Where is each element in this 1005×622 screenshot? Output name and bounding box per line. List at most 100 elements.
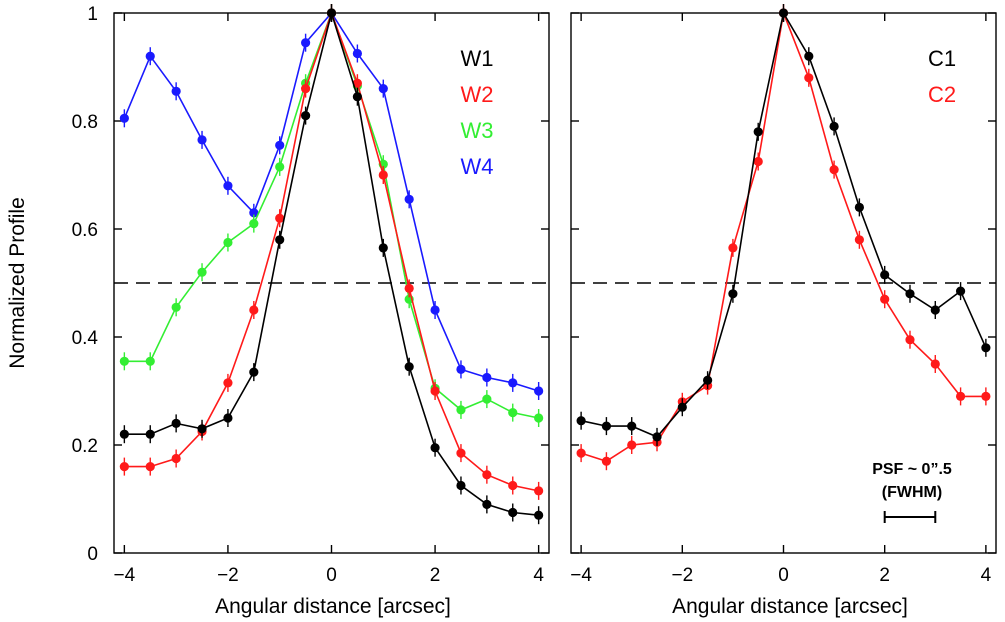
- series-C1: [576, 4, 991, 446]
- data-point: [955, 391, 966, 401]
- legend-entry: W4: [461, 154, 494, 179]
- data-point: [119, 429, 129, 439]
- data-point: [301, 38, 311, 48]
- data-point: [301, 111, 311, 121]
- data-point: [430, 305, 440, 315]
- legend-entry: W1: [461, 46, 494, 71]
- y-tick-label: 0.4: [72, 328, 99, 349]
- series-line: [124, 10, 539, 419]
- data-point: [482, 470, 492, 480]
- data-point: [171, 453, 181, 464]
- data-point: [753, 127, 763, 137]
- data-point: [145, 429, 155, 439]
- x-tick-label: −4: [570, 565, 592, 586]
- y-axis-label: Normalized Profile: [6, 197, 29, 369]
- x-tick-label: 0: [326, 565, 337, 586]
- x-tick-label: 4: [533, 565, 544, 586]
- data-point: [223, 181, 233, 191]
- data-point: [482, 372, 492, 383]
- right-panel: −4 −2 0 2 4 C1 C2 PSF ~ 0”.5 (FWHM): [570, 4, 997, 586]
- data-point: [601, 456, 612, 466]
- data-point: [456, 448, 466, 458]
- data-point: [576, 448, 586, 458]
- data-point: [601, 421, 612, 431]
- data-point: [275, 140, 285, 150]
- data-point: [508, 378, 518, 388]
- x-tick-label: −2: [671, 565, 693, 586]
- data-point: [508, 507, 518, 518]
- data-point: [249, 305, 259, 315]
- data-point: [753, 156, 763, 167]
- psf-scale-bar: [883, 511, 937, 523]
- y-tick-label: 0.8: [72, 112, 98, 133]
- data-point: [197, 267, 207, 277]
- data-point: [508, 408, 518, 418]
- data-point: [652, 432, 662, 442]
- x-tick-label: 2: [430, 565, 441, 586]
- data-point: [171, 302, 181, 312]
- data-point: [275, 235, 285, 245]
- data-point: [728, 289, 738, 299]
- fwhm-label: (FWHM): [882, 484, 942, 501]
- y-tick-label: 0.6: [72, 220, 98, 241]
- data-point: [404, 194, 414, 204]
- y-tick-label: 0.2: [72, 436, 98, 457]
- data-point: [119, 113, 129, 123]
- data-point: [378, 170, 388, 180]
- data-point: [804, 73, 814, 83]
- data-point: [404, 283, 414, 293]
- data-point: [829, 121, 839, 131]
- data-point: [326, 8, 337, 18]
- data-point: [627, 421, 637, 431]
- legend-entry: W3: [461, 118, 494, 143]
- series-line: [580, 10, 986, 463]
- data-point: [378, 243, 388, 253]
- data-point: [930, 305, 940, 315]
- data-point: [880, 270, 890, 280]
- data-point: [352, 48, 362, 59]
- data-point: [880, 294, 890, 304]
- data-point: [223, 413, 233, 423]
- data-point: [854, 235, 864, 245]
- data-point: [301, 84, 311, 94]
- data-point: [249, 208, 259, 218]
- data-point: [275, 213, 285, 223]
- data-point: [275, 162, 285, 172]
- legend-entry: C2: [928, 82, 956, 107]
- data-point: [482, 499, 492, 509]
- data-point: [930, 359, 940, 369]
- data-point: [378, 84, 388, 94]
- data-point: [223, 378, 233, 388]
- data-point: [456, 364, 466, 374]
- data-point: [430, 443, 440, 453]
- data-point: [905, 335, 915, 345]
- x-tick-label: −4: [114, 565, 136, 586]
- series-line: [580, 10, 987, 438]
- data-point: [404, 362, 414, 372]
- data-point: [703, 375, 713, 385]
- series-C2: [576, 4, 991, 471]
- data-point: [171, 86, 181, 96]
- data-point: [145, 51, 155, 61]
- data-point: [352, 78, 362, 88]
- data-point: [171, 418, 181, 428]
- data-point: [778, 8, 789, 18]
- data-point: [981, 343, 991, 353]
- x-tick-label: 2: [879, 565, 890, 586]
- data-point: [197, 424, 207, 434]
- left-panel: −4 −2 0 2 4 0 0.2 0.4 0.6 0.8 1 W1 W2 W3 W4: [72, 4, 550, 586]
- data-point: [456, 480, 466, 491]
- data-point: [145, 462, 155, 472]
- data-point: [223, 237, 233, 248]
- data-point: [728, 243, 738, 253]
- psf-label: PSF ~ 0”.5: [872, 461, 952, 478]
- y-tick-label: 1: [87, 4, 98, 25]
- x-tick-label: −2: [217, 565, 239, 586]
- data-point: [955, 286, 966, 296]
- data-point: [981, 391, 991, 401]
- data-point: [905, 289, 915, 299]
- data-point: [249, 367, 259, 377]
- right-x-axis-label: Angular distance [arcsec]: [672, 595, 908, 618]
- legend-entry: C1: [928, 46, 956, 71]
- legend-entry: W2: [461, 82, 494, 107]
